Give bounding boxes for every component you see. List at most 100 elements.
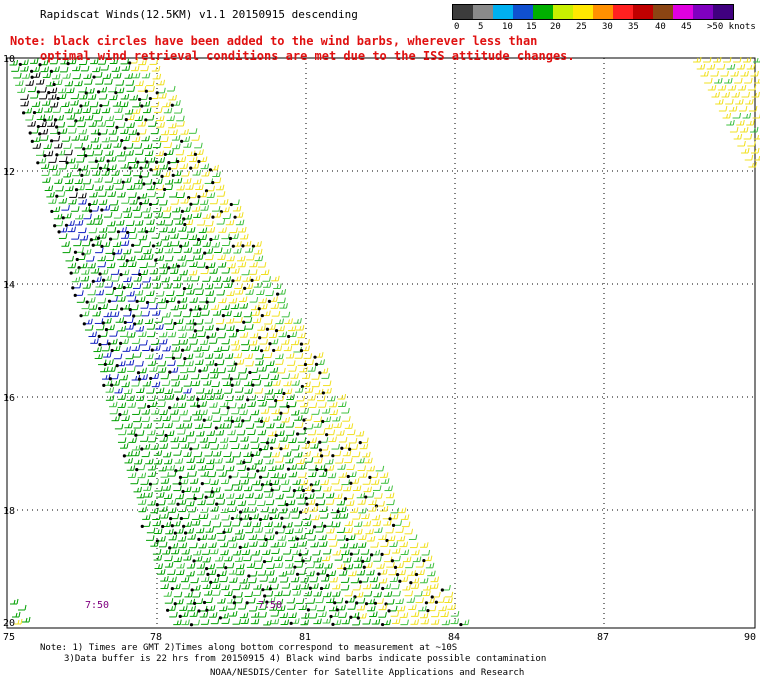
wind-barb [157,394,167,401]
wind-barb [215,493,225,499]
wind-barb [165,528,174,535]
wind-barb [238,367,247,374]
wind-barb [147,499,156,506]
wind-barb [183,451,192,457]
wind-barb [205,254,214,261]
wind-barb [223,422,233,429]
wind-barb [143,212,153,219]
wind-barb [319,506,328,512]
wind-barb [335,604,346,612]
wind-barb [426,605,437,613]
wind-barb [174,107,183,114]
wind-barb [334,555,344,561]
wind-barb [308,583,319,590]
wind-barb [131,444,141,451]
wind-barb [42,100,51,106]
wind-barb [183,554,192,561]
wind-barb [42,72,52,78]
wind-barb [116,150,126,157]
wind-barb [148,121,157,127]
wind-barb [402,584,411,591]
wind-barb [248,577,257,584]
wind-barb [392,618,401,624]
wind-barb [232,619,241,625]
wind-barb [294,520,303,527]
wind-barb [308,464,317,471]
wind-barb [141,416,151,422]
wind-barb [168,534,178,541]
wind-barb [202,415,213,422]
wind-barb [315,464,326,472]
wind-barb [162,101,171,108]
wind-barb [116,219,125,226]
wind-barb [42,177,51,183]
wind-barb [134,289,144,296]
wind-barb [79,59,88,66]
wind-barb [148,436,157,443]
wind-barb [140,303,149,309]
wind-barb [132,108,141,114]
wind-barb [175,149,185,156]
wind-barb [113,142,122,148]
wind-barb [180,576,190,583]
wind-barb [107,191,117,197]
wind-barb [187,366,197,373]
wind-barb [356,569,366,576]
wind-barb [124,388,133,395]
wind-barb [111,275,120,282]
wind-barb [161,521,172,529]
wind-barb [155,87,166,95]
wind-barb [737,84,747,91]
wind-barb [35,150,45,156]
wind-barb [127,472,137,479]
time-label-2: 7:50 [258,600,283,611]
wind-barb [150,507,159,514]
wind-barb [232,597,243,605]
latitude-label: 18 [3,506,15,517]
wind-barb [337,393,347,400]
wind-barb [149,268,159,275]
wind-barb [200,268,209,275]
wind-barb [141,72,151,79]
wind-barb [113,283,124,291]
scale-swatch [653,5,673,19]
wind-barb [202,597,214,605]
wind-barb [344,527,354,533]
wind-barb [90,163,99,169]
wind-barb [316,605,326,612]
wind-barb [321,373,330,379]
wind-barb [257,303,268,311]
wind-barb [135,360,144,367]
wind-barb [87,262,96,269]
wind-barb [325,492,335,499]
wind-barb [191,486,201,493]
wind-barb [226,360,236,367]
wind-barb [183,387,192,394]
wind-barb [74,142,84,149]
wind-barb [743,56,752,63]
wind-barb [282,388,293,396]
wind-barb [155,150,164,157]
wind-barb [294,556,303,563]
wind-barb [145,297,156,305]
wind-barb [152,275,161,281]
scale-label: 40 [655,22,666,32]
wind-barb [749,126,759,133]
wind-barb [179,367,189,374]
wind-barb [206,394,216,401]
wind-barb [279,612,289,619]
wind-barb [149,366,158,372]
wind-barb [159,262,168,269]
wind-barb [36,157,47,165]
wind-barb [112,101,122,107]
wind-barb [159,338,168,345]
wind-barb [384,485,393,492]
wind-barb [40,66,50,73]
wind-barb [161,234,170,241]
wind-barb [408,534,418,540]
wind-barb [53,213,63,220]
wind-barb [239,612,249,619]
wind-barb [77,262,88,270]
wind-barb [335,457,344,464]
wind-barb [406,597,416,603]
